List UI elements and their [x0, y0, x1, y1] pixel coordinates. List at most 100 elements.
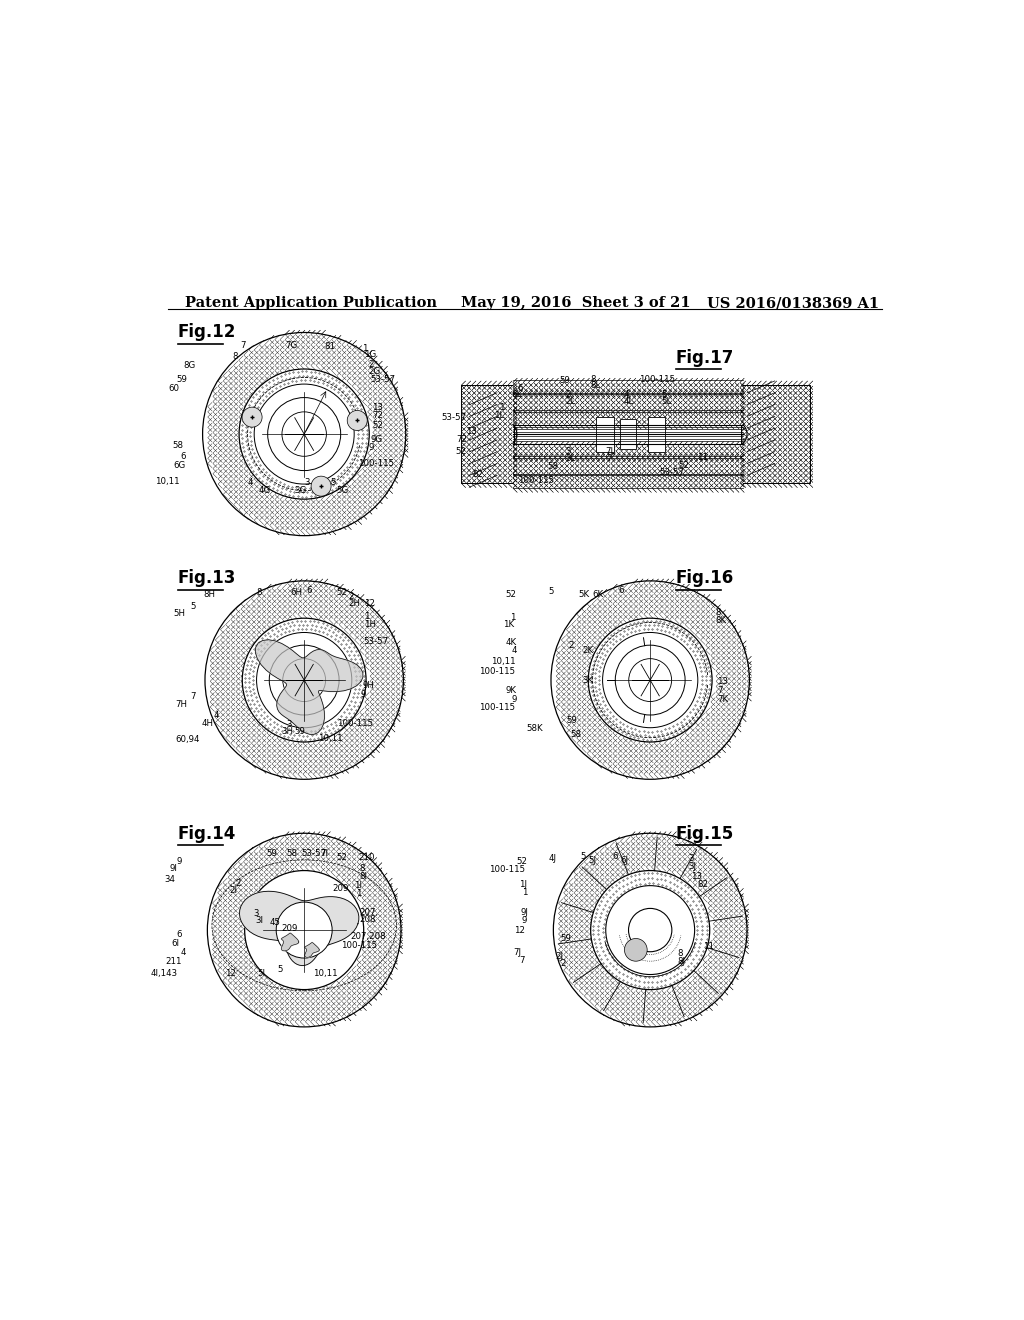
Text: 6L: 6L [511, 389, 521, 399]
Text: 58: 58 [287, 849, 298, 858]
Text: 5: 5 [190, 602, 196, 611]
Circle shape [208, 833, 401, 1027]
Text: 58: 58 [570, 730, 582, 739]
Text: 9I: 9I [169, 865, 177, 874]
Text: 7L: 7L [606, 447, 616, 455]
Text: 5: 5 [549, 586, 554, 595]
Text: 3L: 3L [565, 454, 575, 463]
Text: 209: 209 [333, 883, 349, 892]
Text: 9: 9 [522, 916, 527, 925]
Text: 2L: 2L [565, 397, 575, 407]
Circle shape [347, 411, 368, 430]
Text: 6: 6 [180, 451, 186, 461]
Text: 100-115: 100-115 [358, 459, 394, 467]
Text: 3: 3 [253, 909, 259, 917]
Text: 2: 2 [236, 879, 241, 888]
Text: 52: 52 [373, 421, 383, 430]
Text: Fig.17: Fig.17 [676, 348, 734, 367]
Text: 100-115: 100-115 [479, 667, 515, 676]
Text: 7: 7 [717, 686, 722, 694]
Text: 2H: 2H [348, 599, 360, 609]
Text: 59: 59 [559, 376, 569, 384]
Text: 3K: 3K [583, 676, 594, 685]
Text: 4J: 4J [549, 854, 557, 863]
Text: 72: 72 [456, 436, 467, 444]
Text: 9J: 9J [521, 908, 528, 917]
Text: 59: 59 [560, 935, 571, 944]
Text: 2I: 2I [229, 886, 238, 895]
Text: 9H: 9H [362, 681, 374, 690]
Text: 1: 1 [500, 404, 505, 412]
Text: 53-57: 53-57 [441, 413, 466, 422]
Text: 3G: 3G [295, 486, 307, 495]
Text: 53-57: 53-57 [301, 849, 326, 858]
Text: 4: 4 [624, 389, 629, 399]
Text: 4: 4 [248, 478, 253, 487]
Circle shape [282, 412, 327, 457]
Text: 100-115: 100-115 [639, 375, 675, 384]
Text: 45: 45 [269, 917, 281, 927]
Text: 3J: 3J [688, 862, 696, 871]
Text: 4: 4 [180, 948, 186, 957]
Circle shape [257, 632, 352, 727]
Text: 8: 8 [232, 352, 238, 360]
Polygon shape [255, 640, 362, 734]
Text: 5I: 5I [257, 969, 265, 978]
Text: 7: 7 [606, 454, 612, 463]
Text: 2K: 2K [583, 647, 594, 655]
Circle shape [629, 908, 672, 952]
Text: 3I: 3I [255, 916, 263, 925]
Bar [648, 417, 666, 451]
Text: 208: 208 [359, 915, 376, 924]
Text: 13: 13 [717, 677, 728, 686]
Text: 12: 12 [364, 598, 375, 607]
Text: 1G: 1G [365, 350, 377, 359]
Circle shape [205, 581, 403, 779]
Text: 7: 7 [240, 342, 246, 351]
Text: 4K: 4K [506, 639, 517, 647]
Circle shape [276, 902, 332, 958]
Text: 9: 9 [369, 444, 374, 451]
Text: 100-115: 100-115 [488, 866, 524, 874]
Text: 100-115: 100-115 [341, 941, 377, 950]
Text: 1: 1 [521, 888, 527, 898]
Text: 11: 11 [703, 942, 715, 952]
Text: 4: 4 [511, 647, 517, 655]
Circle shape [551, 581, 750, 779]
Text: 13: 13 [373, 403, 383, 412]
Text: 6G: 6G [174, 461, 186, 470]
Text: 8L: 8L [590, 381, 600, 391]
Text: 9: 9 [360, 690, 366, 698]
Text: 82: 82 [697, 880, 709, 890]
Text: 8K: 8K [715, 616, 726, 626]
Text: 8H: 8H [204, 590, 215, 599]
Text: 9: 9 [512, 694, 517, 704]
Text: 6: 6 [517, 384, 522, 392]
Text: 5J: 5J [588, 855, 596, 865]
Text: 7H: 7H [175, 700, 187, 709]
Text: 7I: 7I [321, 849, 328, 858]
Text: 52: 52 [506, 590, 517, 599]
Circle shape [311, 477, 331, 496]
Text: 1I: 1I [354, 882, 362, 890]
Text: 10,11: 10,11 [155, 478, 179, 486]
Text: 5H: 5H [173, 609, 185, 618]
Text: 8: 8 [590, 375, 595, 384]
Text: 2: 2 [568, 640, 573, 649]
Text: 9G: 9G [370, 436, 382, 444]
Text: 1J: 1J [519, 880, 527, 890]
Text: 10,11: 10,11 [490, 656, 515, 665]
Text: 5K: 5K [578, 590, 589, 599]
Circle shape [267, 397, 341, 471]
Text: 6J: 6J [620, 855, 628, 865]
Polygon shape [305, 942, 319, 957]
Text: May 19, 2016  Sheet 3 of 21: May 19, 2016 Sheet 3 of 21 [461, 296, 691, 310]
Circle shape [591, 871, 710, 990]
Text: 59: 59 [567, 715, 578, 725]
Text: 3H: 3H [282, 727, 293, 737]
Circle shape [625, 939, 647, 961]
Circle shape [242, 407, 262, 428]
Text: 207,: 207, [359, 908, 379, 917]
Circle shape [269, 645, 339, 715]
Circle shape [602, 632, 697, 727]
